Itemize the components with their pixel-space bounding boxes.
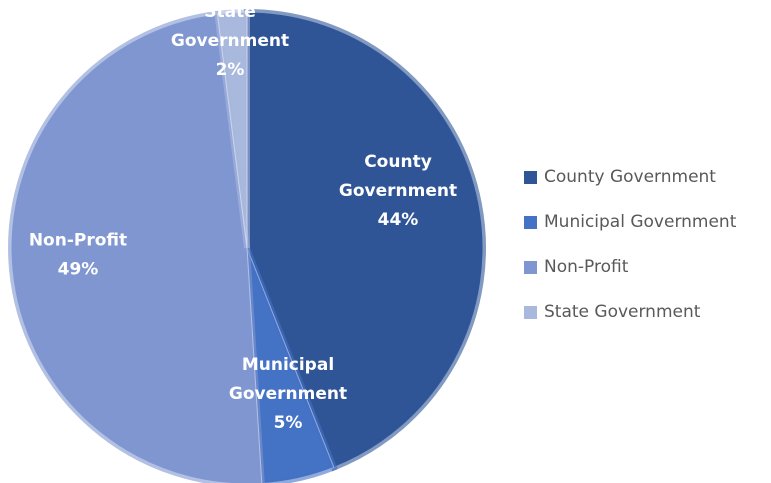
pie-slice-border-county-government [244,8,487,472]
data-label-line-state-government-1: Government [171,31,289,51]
pie-slice-border-municipal-government [244,246,338,483]
legend-label-non-profit: Non-Profit [544,257,629,277]
legend-swatch-state-government [524,305,537,319]
legend-swatch-non-profit [524,260,537,274]
pie-slice-border-state-government [214,8,250,249]
data-label-line-county-government-0: County [364,152,432,172]
data-label-municipal-government: Municipal Government 5% [229,355,347,433]
legend-label-county-government: County Government [544,167,716,187]
data-label-line-state-government-2: 2% [216,60,245,80]
legend-item-municipal-government[interactable]: Municipal Government [524,211,764,233]
legend-item-non-profit[interactable]: Non-Profit [524,256,764,278]
data-label-line-county-government-1: Government [339,181,457,201]
data-label-line-state-government-0: State [204,2,256,22]
pie-slice-border-non-profit [8,10,265,483]
data-label-line-non-profit-1: 49% [58,260,99,280]
data-label-state-government: State Government 2% [171,2,289,80]
data-label-line-municipal-government-0: Municipal [242,355,334,375]
legend-label-municipal-government: Municipal Government [544,212,737,232]
legend-label-state-government: State Government [544,302,701,322]
data-label-non-profit: Non-Profit 49% [29,231,127,280]
legend-item-county-government[interactable]: County Government [524,166,764,188]
data-label-line-municipal-government-2: 5% [274,413,303,433]
legend-swatch-municipal-government [524,215,537,229]
legend-item-state-government[interactable]: State Government [524,301,764,323]
data-label-line-county-government-2: 44% [378,210,419,230]
data-label-line-non-profit-0: Non-Profit [29,231,127,251]
legend: County Government Municipal Government N… [524,166,764,346]
legend-swatch-county-government [524,170,537,184]
data-label-county-government: County Government 44% [339,152,457,230]
data-label-line-municipal-government-1: Government [229,384,347,404]
